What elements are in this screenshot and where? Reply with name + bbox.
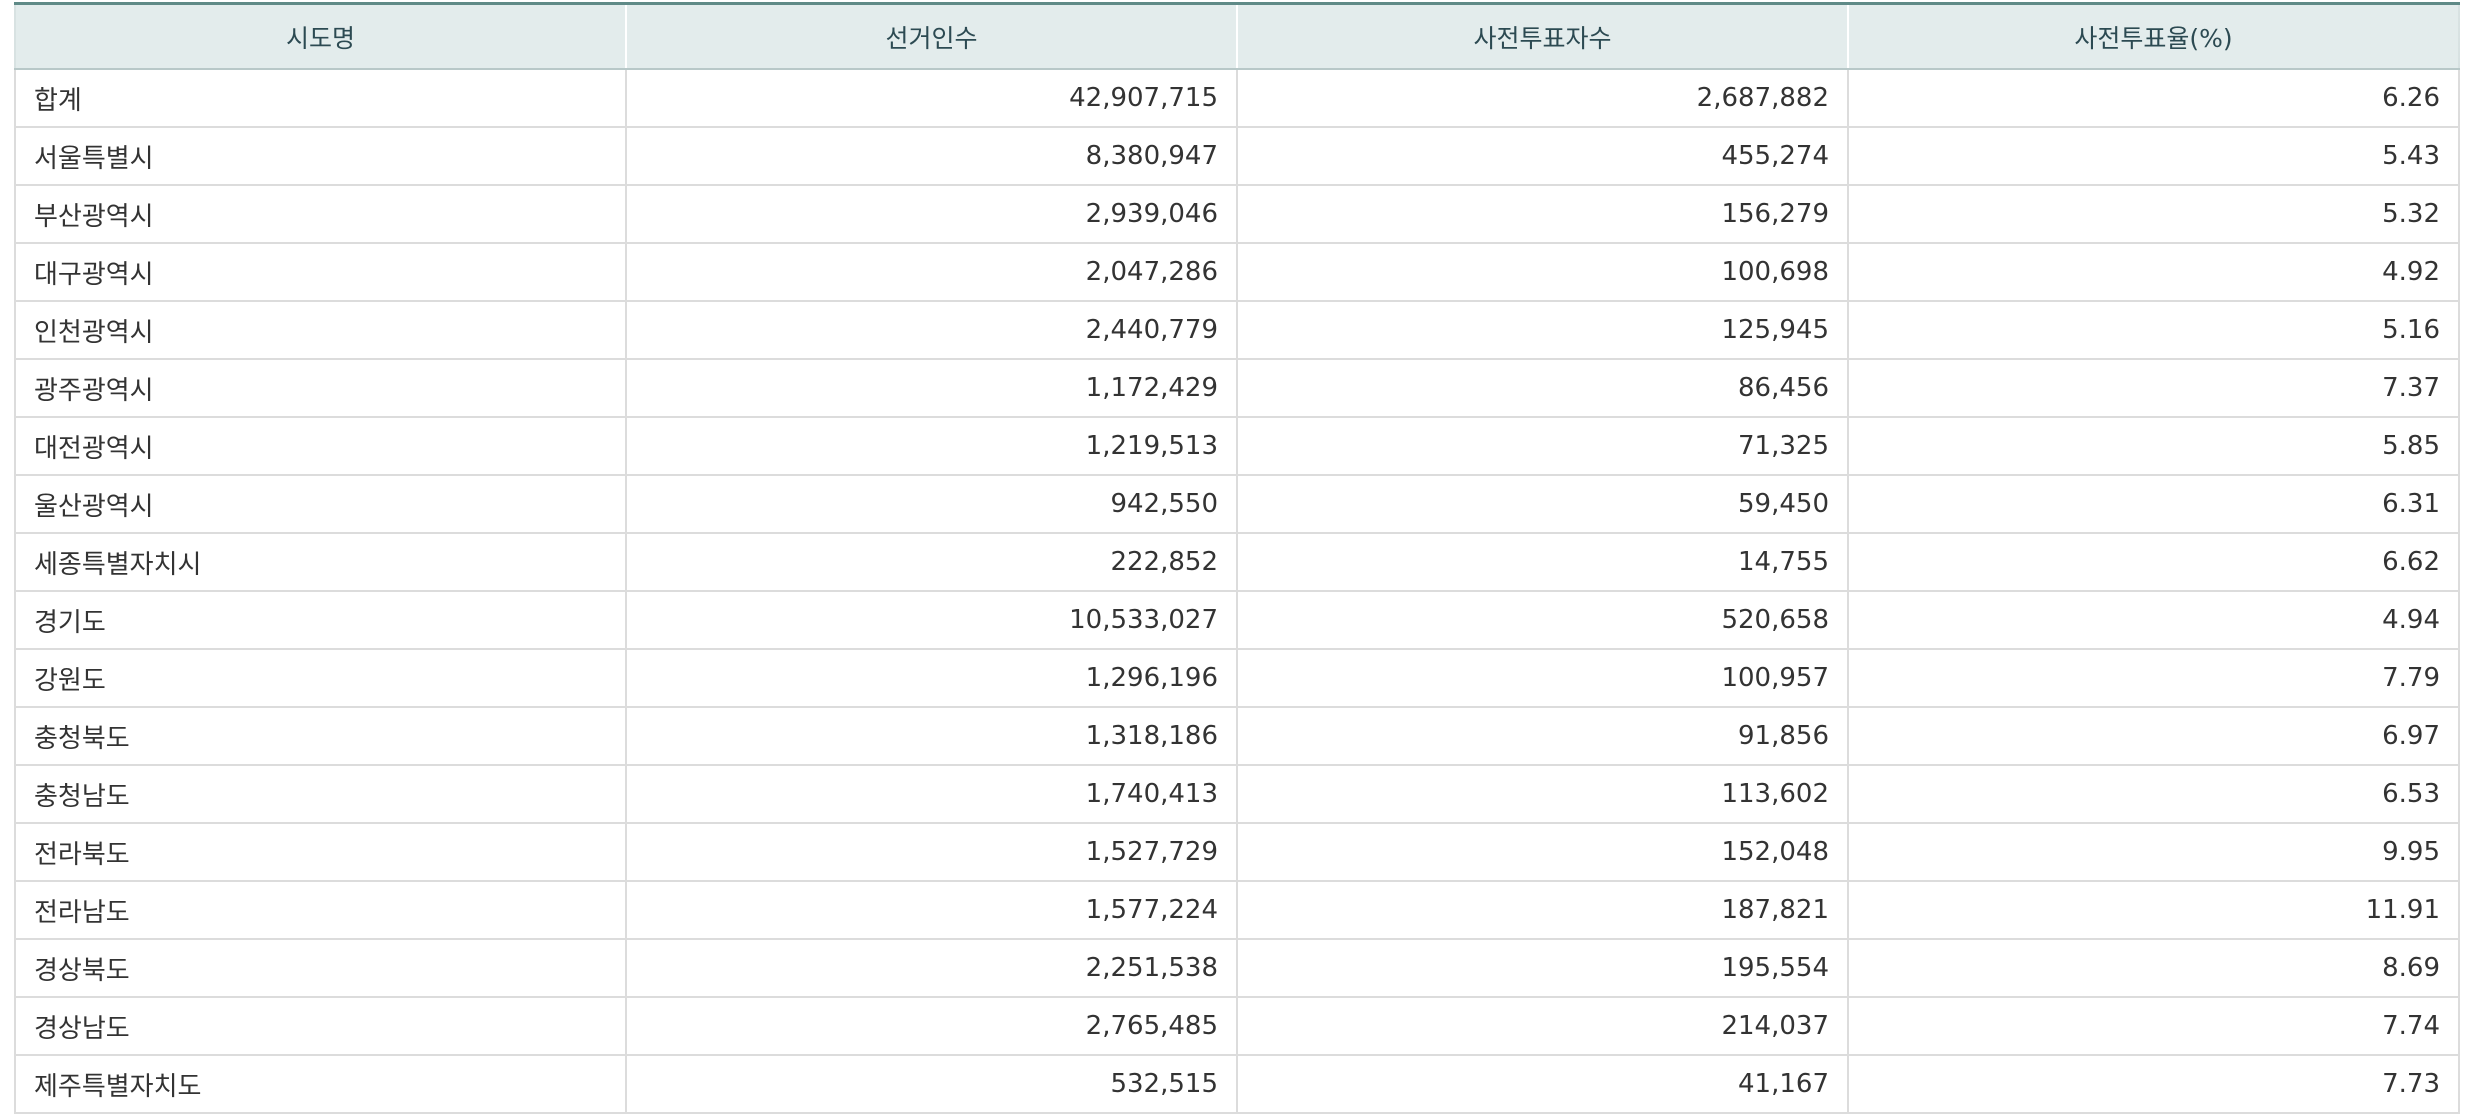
early-turnout-cell: 7.79 — [1847, 648, 2460, 708]
early-turnout-cell: 4.92 — [1847, 242, 2460, 302]
table-row: 전라북도 1,527,729 152,048 9.95 — [14, 822, 2460, 882]
electors-cell: 2,939,046 — [625, 184, 1238, 244]
early-turnout-cell: 5.85 — [1847, 416, 2460, 476]
region-cell: 서울특별시 — [14, 126, 627, 186]
table-row: 부산광역시 2,939,046 156,279 5.32 — [14, 184, 2460, 244]
early-turnout-cell: 7.74 — [1847, 996, 2460, 1056]
early-voters-cell: 100,698 — [1236, 242, 1849, 302]
region-cell: 광주광역시 — [14, 358, 627, 418]
electors-cell: 2,251,538 — [625, 938, 1238, 998]
early-voters-cell: 152,048 — [1236, 822, 1849, 882]
table-row: 충청북도 1,318,186 91,856 6.97 — [14, 706, 2460, 766]
electors-cell: 1,219,513 — [625, 416, 1238, 476]
early-voters-cell: 14,755 — [1236, 532, 1849, 592]
region-cell: 경상남도 — [14, 996, 627, 1056]
column-header-early-turnout: 사전투표율(%) — [1847, 3, 2460, 70]
electors-cell: 1,172,429 — [625, 358, 1238, 418]
electors-cell: 1,527,729 — [625, 822, 1238, 882]
region-cell: 울산광역시 — [14, 474, 627, 534]
column-header-electors: 선거인수 — [625, 3, 1237, 70]
region-cell: 세종특별자치시 — [14, 532, 627, 592]
table-row: 대구광역시 2,047,286 100,698 4.92 — [14, 242, 2460, 302]
electors-cell: 1,318,186 — [625, 706, 1238, 766]
table-row: 충청남도 1,740,413 113,602 6.53 — [14, 764, 2460, 824]
early-voters-cell: 41,167 — [1236, 1054, 1849, 1114]
electors-cell: 532,515 — [625, 1054, 1238, 1114]
early-turnout-cell: 5.43 — [1847, 126, 2460, 186]
table-row: 제주특별자치도 532,515 41,167 7.73 — [14, 1054, 2460, 1114]
early-voters-cell: 187,821 — [1236, 880, 1849, 940]
region-cell: 전라남도 — [14, 880, 627, 940]
table-row: 전라남도 1,577,224 187,821 11.91 — [14, 880, 2460, 940]
region-cell: 대전광역시 — [14, 416, 627, 476]
column-header-early-voters: 사전투표자수 — [1236, 3, 1848, 70]
region-cell: 전라북도 — [14, 822, 627, 882]
early-turnout-cell: 4.94 — [1847, 590, 2460, 650]
electors-cell: 1,740,413 — [625, 764, 1238, 824]
region-cell: 제주특별자치도 — [14, 1054, 627, 1114]
region-cell: 부산광역시 — [14, 184, 627, 244]
table-row: 울산광역시 942,550 59,450 6.31 — [14, 474, 2460, 534]
region-cell: 인천광역시 — [14, 300, 627, 360]
early-voters-cell: 2,687,882 — [1236, 68, 1849, 128]
early-voters-cell: 100,957 — [1236, 648, 1849, 708]
electors-cell: 2,047,286 — [625, 242, 1238, 302]
electors-cell: 222,852 — [625, 532, 1238, 592]
region-cell: 충청북도 — [14, 706, 627, 766]
table-row: 세종특별자치시 222,852 14,755 6.62 — [14, 532, 2460, 592]
early-turnout-cell: 11.91 — [1847, 880, 2460, 940]
early-turnout-cell: 8.69 — [1847, 938, 2460, 998]
early-turnout-cell: 6.26 — [1847, 68, 2460, 128]
region-cell: 경상북도 — [14, 938, 627, 998]
early-voters-cell: 455,274 — [1236, 126, 1849, 186]
early-turnout-cell: 7.73 — [1847, 1054, 2460, 1114]
early-voters-cell: 195,554 — [1236, 938, 1849, 998]
early-voting-table-container: 시도명 선거인수 사전투표자수 사전투표율(%) 합계 42,907,715 2,6… — [14, 2, 2460, 1114]
early-voters-cell: 125,945 — [1236, 300, 1849, 360]
table-row: 경상북도 2,251,538 195,554 8.69 — [14, 938, 2460, 998]
early-voters-cell: 156,279 — [1236, 184, 1849, 244]
early-turnout-cell: 6.97 — [1847, 706, 2460, 766]
region-cell: 경기도 — [14, 590, 627, 650]
early-voters-cell: 520,658 — [1236, 590, 1849, 650]
table-header: 시도명 선거인수 사전투표자수 사전투표율(%) — [14, 3, 2460, 70]
header-row: 시도명 선거인수 사전투표자수 사전투표율(%) — [14, 3, 2460, 70]
region-cell: 합계 — [14, 68, 627, 128]
early-turnout-cell: 6.53 — [1847, 764, 2460, 824]
table-row: 경기도 10,533,027 520,658 4.94 — [14, 590, 2460, 650]
table-row: 인천광역시 2,440,779 125,945 5.16 — [14, 300, 2460, 360]
electors-cell: 2,765,485 — [625, 996, 1238, 1056]
region-cell: 충청남도 — [14, 764, 627, 824]
electors-cell: 42,907,715 — [625, 68, 1238, 128]
table-row: 광주광역시 1,172,429 86,456 7.37 — [14, 358, 2460, 418]
electors-cell: 1,577,224 — [625, 880, 1238, 940]
early-voters-cell: 59,450 — [1236, 474, 1849, 534]
early-voters-cell: 91,856 — [1236, 706, 1849, 766]
region-cell: 대구광역시 — [14, 242, 627, 302]
electors-cell: 2,440,779 — [625, 300, 1238, 360]
electors-cell: 942,550 — [625, 474, 1238, 534]
early-voting-table: 시도명 선거인수 사전투표자수 사전투표율(%) 합계 42,907,715 2,6… — [14, 2, 2460, 1114]
early-turnout-cell: 9.95 — [1847, 822, 2460, 882]
table-body: 합계 42,907,715 2,687,882 6.26 서울특별시 8,380,947 4… — [14, 68, 2460, 1114]
early-turnout-cell: 6.62 — [1847, 532, 2460, 592]
early-voters-cell: 86,456 — [1236, 358, 1849, 418]
table-row: 경상남도 2,765,485 214,037 7.74 — [14, 996, 2460, 1056]
early-turnout-cell: 7.37 — [1847, 358, 2460, 418]
electors-cell: 10,533,027 — [625, 590, 1238, 650]
table-row: 강원도 1,296,196 100,957 7.79 — [14, 648, 2460, 708]
early-turnout-cell: 6.31 — [1847, 474, 2460, 534]
early-voters-cell: 214,037 — [1236, 996, 1849, 1056]
early-turnout-cell: 5.16 — [1847, 300, 2460, 360]
early-voters-cell: 71,325 — [1236, 416, 1849, 476]
early-turnout-cell: 5.32 — [1847, 184, 2460, 244]
table-row: 서울특별시 8,380,947 455,274 5.43 — [14, 126, 2460, 186]
region-cell: 강원도 — [14, 648, 627, 708]
early-voters-cell: 113,602 — [1236, 764, 1849, 824]
electors-cell: 8,380,947 — [625, 126, 1238, 186]
column-header-region: 시도명 — [14, 3, 626, 70]
table-row-total: 합계 42,907,715 2,687,882 6.26 — [14, 68, 2460, 128]
table-row: 대전광역시 1,219,513 71,325 5.85 — [14, 416, 2460, 476]
electors-cell: 1,296,196 — [625, 648, 1238, 708]
